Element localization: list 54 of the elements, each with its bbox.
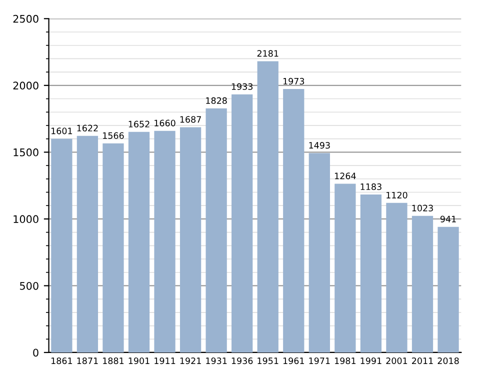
x-tick-label: 1936 xyxy=(232,358,253,364)
x-tick-label: 1971 xyxy=(309,358,330,364)
data-label: 941 xyxy=(440,216,456,222)
bar xyxy=(257,61,278,352)
y-tick-label: 1500 xyxy=(14,148,38,156)
bar xyxy=(232,94,253,352)
data-label: 1493 xyxy=(309,142,330,149)
data-label: 1264 xyxy=(335,172,356,180)
data-label: 2181 xyxy=(257,50,278,57)
data-label: 1120 xyxy=(386,192,408,198)
data-label: 1933 xyxy=(232,83,253,90)
data-label: 1687 xyxy=(180,116,201,123)
data-label: 1023 xyxy=(412,204,433,212)
bar xyxy=(102,143,124,352)
data-label: 1601 xyxy=(52,128,72,134)
data-label: 1973 xyxy=(283,78,304,85)
bar xyxy=(438,226,459,352)
y-tick-label: 500 xyxy=(20,282,38,290)
bar xyxy=(360,194,382,352)
x-tick-label: 2001 xyxy=(386,358,408,364)
data-label: 1622 xyxy=(77,124,98,132)
y-tick-label: 2000 xyxy=(13,82,38,90)
x-tick-label: 1901 xyxy=(128,358,150,364)
bar xyxy=(76,136,98,352)
y-tick-label: 0 xyxy=(33,348,38,357)
x-tick-label: 1931 xyxy=(206,358,227,364)
x-tick-label: 1981 xyxy=(335,358,356,364)
x-tick-label: 1951 xyxy=(258,358,278,364)
x-tick-label: 1921 xyxy=(180,358,201,364)
bar xyxy=(180,127,202,352)
bar xyxy=(154,130,176,352)
bar xyxy=(283,89,304,352)
bar xyxy=(308,153,330,352)
data-label: 1566 xyxy=(103,132,124,139)
bar xyxy=(206,108,227,352)
x-tick-label: 1911 xyxy=(154,358,176,364)
x-tick-label: 1991 xyxy=(360,358,382,364)
x-tick-label: 2011 xyxy=(412,358,433,364)
data-label: 1660 xyxy=(154,120,176,126)
data-label: 1828 xyxy=(206,97,227,104)
data-label: 1183 xyxy=(360,183,382,190)
x-tick-label: 1961 xyxy=(283,358,304,364)
bar xyxy=(334,184,356,352)
bar xyxy=(128,132,150,352)
x-tick-label: 2018 xyxy=(438,358,459,364)
y-tick-label: 1000 xyxy=(14,215,38,224)
y-tick-label: 2500 xyxy=(13,14,38,23)
data-label: 1652 xyxy=(128,120,150,128)
x-tick-label: 1871 xyxy=(77,358,98,364)
bar xyxy=(51,138,72,352)
x-tick-label: 1861 xyxy=(52,358,72,364)
x-tick-label: 1881 xyxy=(103,358,124,364)
bar xyxy=(412,216,434,352)
bar xyxy=(386,202,408,352)
